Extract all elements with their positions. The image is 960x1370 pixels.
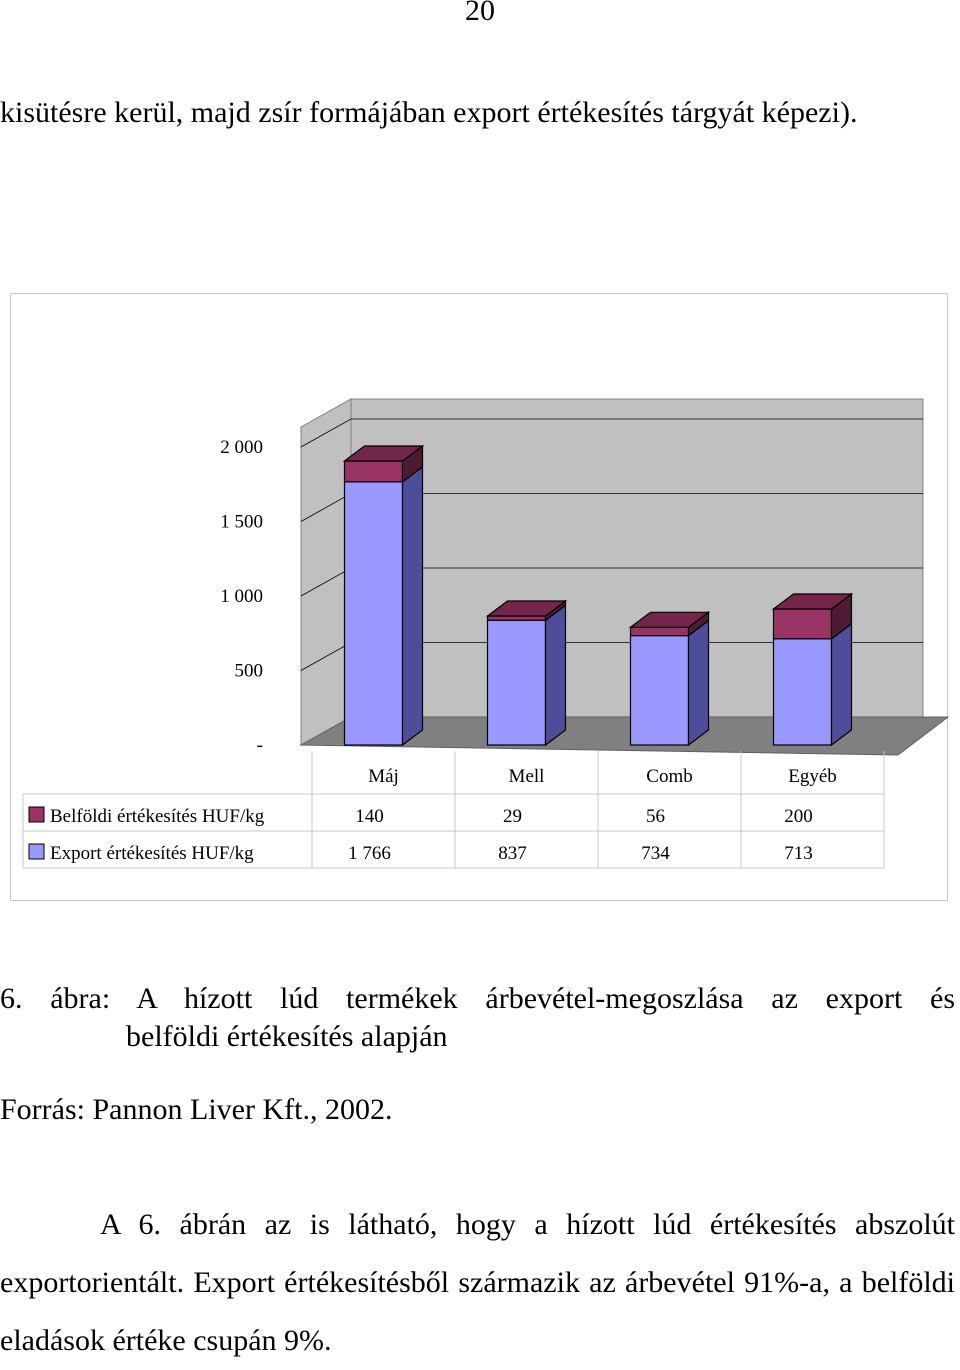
y-tick-label: - xyxy=(257,735,263,756)
bar-domestic-2 xyxy=(629,626,690,637)
legend-swatch xyxy=(28,806,45,823)
bar-export-side-1 xyxy=(544,604,567,747)
data-label: 1 766 xyxy=(348,843,391,864)
bar-export-3 xyxy=(772,638,833,746)
gridline xyxy=(300,418,923,448)
bar-export-1 xyxy=(486,619,547,746)
bar-domestic-top-0 xyxy=(342,445,425,462)
y-tick-label: 500 xyxy=(235,661,264,682)
figure-caption: 6. ábra: A hízott lúd termékek árbevétel… xyxy=(0,980,955,1056)
bar-export-2 xyxy=(629,635,690,746)
y-tick-label: 1 000 xyxy=(220,586,263,607)
bar-domestic-top-3 xyxy=(771,593,854,610)
data-label: 734 xyxy=(641,843,670,864)
category-label: Comb xyxy=(646,766,692,787)
legend-swatch xyxy=(28,843,45,860)
y-tick-label: 2 000 xyxy=(220,437,263,458)
legend-label: Belföldi értékesítés HUF/kg xyxy=(50,806,265,827)
data-label: 200 xyxy=(784,806,813,827)
caption-line-2: belföldi értékesítés alapján xyxy=(126,1020,448,1053)
bar-domestic-1 xyxy=(486,615,547,621)
bar-export-side-2 xyxy=(687,619,710,747)
data-label: 29 xyxy=(503,806,522,827)
stacked-bar-chart: - 500 1 000 1 500 2 000 Máj Mell Comb Egyéb Belfö… xyxy=(22,398,949,869)
category-label: Máj xyxy=(368,766,399,787)
legend-label: Export értékesítés HUF/kg xyxy=(50,843,254,864)
data-label: 56 xyxy=(646,806,665,827)
category-label: Egyéb xyxy=(788,766,837,787)
data-label: 713 xyxy=(784,843,813,864)
outro-paragraph: A 6. ábrán az is látható, hogy a hízott … xyxy=(0,1208,955,1357)
bar-export-side-3 xyxy=(830,622,853,747)
bar-domestic-3 xyxy=(772,608,833,640)
figure-source: Forrás: Pannon Liver Kft., 2002. xyxy=(0,1093,393,1126)
bar-export-0 xyxy=(343,481,404,746)
bar-domestic-top-2 xyxy=(628,611,711,628)
chart-frame: - 500 1 000 1 500 2 000 Máj Mell Comb Egyéb Belfö… xyxy=(10,293,949,901)
data-label: 140 xyxy=(355,806,384,827)
bar-domestic-top-1 xyxy=(485,600,568,617)
caption-line-1: 6. ábra: A hízott lúd termékek árbevétel… xyxy=(0,982,955,1015)
page-number: 20 xyxy=(465,0,495,27)
y-tick-label: 1 500 xyxy=(220,512,263,533)
intro-paragraph: kisütésre kerül, majd zsír formájában ex… xyxy=(0,96,858,129)
bar-export-side-0 xyxy=(401,465,424,747)
bar-domestic-0 xyxy=(343,460,404,483)
category-label: Mell xyxy=(509,766,545,787)
data-label: 837 xyxy=(498,843,527,864)
